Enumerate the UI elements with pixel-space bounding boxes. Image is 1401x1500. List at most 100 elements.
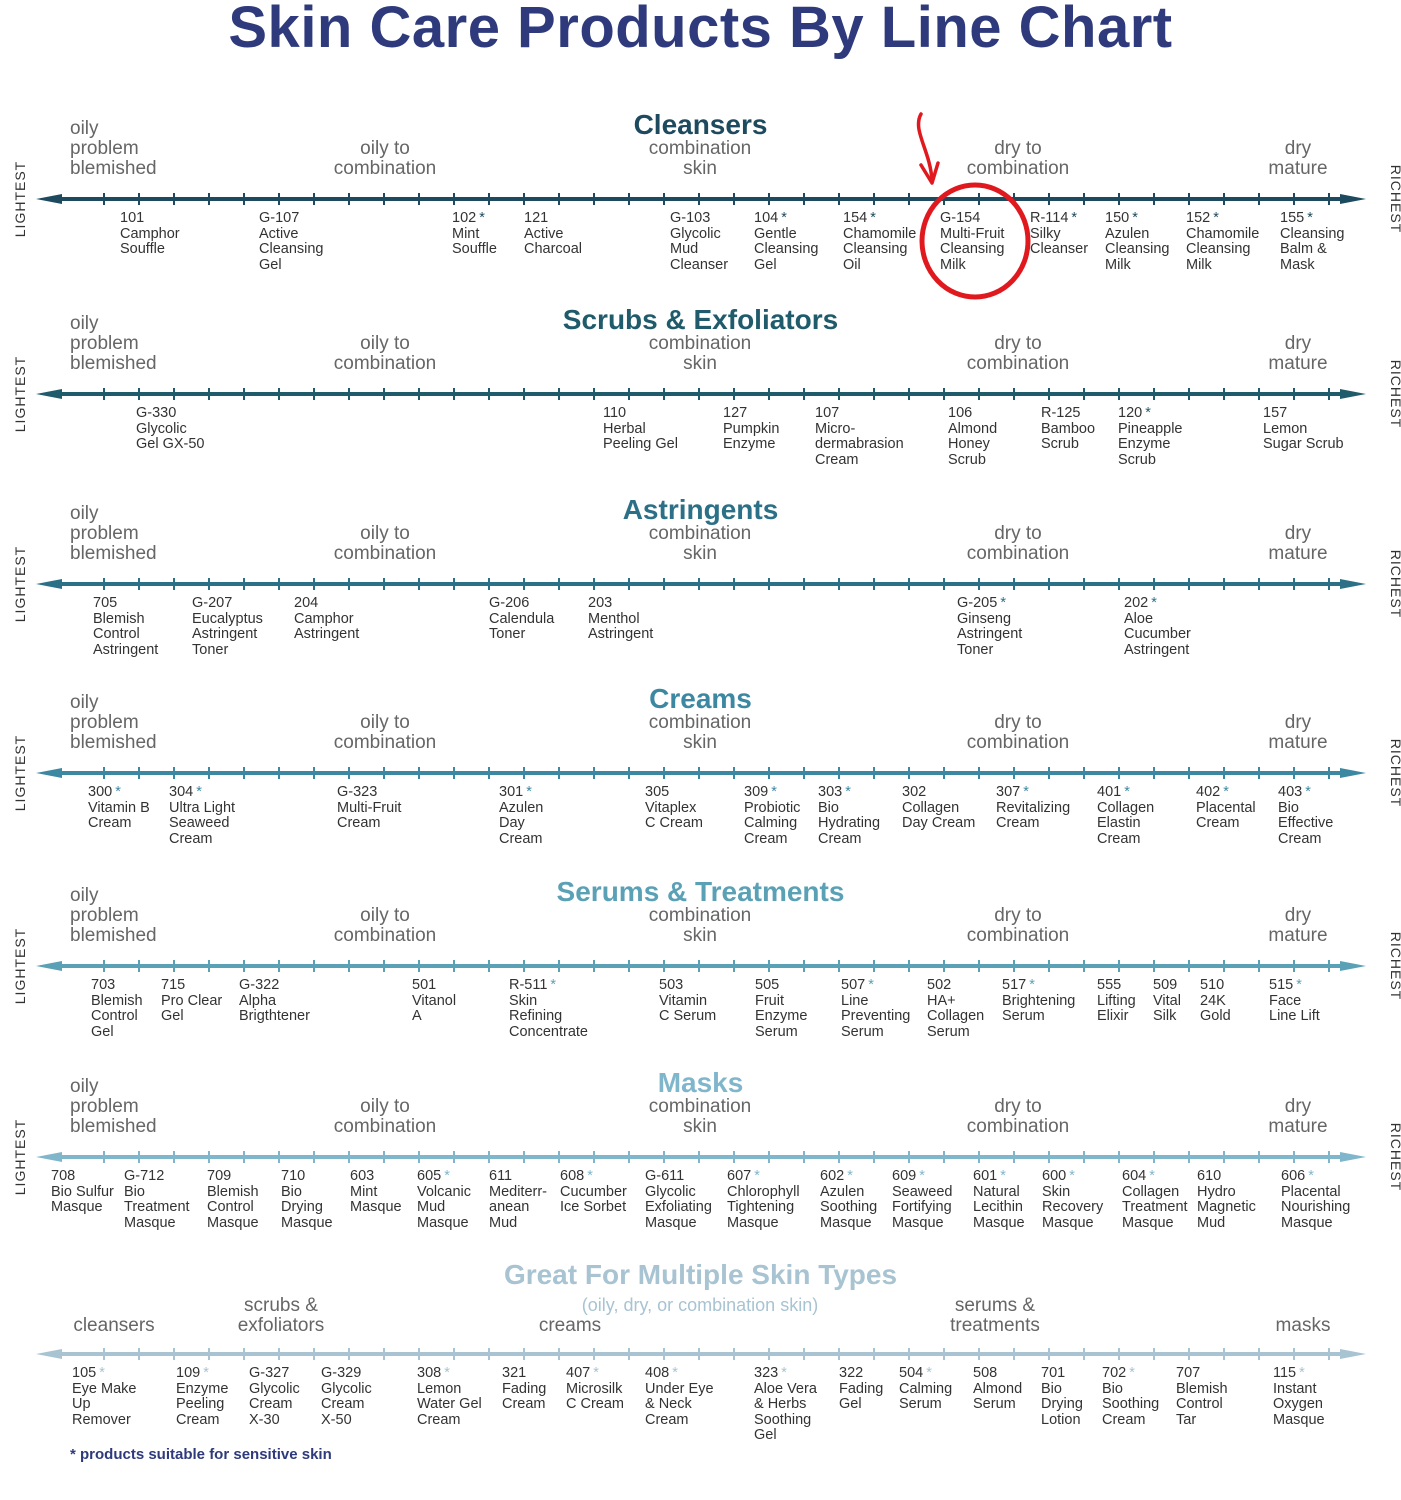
product-item: 611 Mediterr- anean Mud <box>489 1168 547 1231</box>
product-name: Fading Cream <box>502 1380 547 1412</box>
product-name: Azulen Cleansing Milk <box>1105 225 1170 273</box>
product-name: Pro Clear Gel <box>161 992 223 1024</box>
scale-axis <box>36 960 1366 972</box>
product-name: Natural Lecithin Masque <box>973 1183 1025 1231</box>
product-item: 517 * Brightening Serum <box>1002 977 1075 1025</box>
arrow-left-icon <box>36 1152 62 1162</box>
skin-type-label: oily problem blemished <box>70 885 157 946</box>
product-code: 302 <box>902 784 927 800</box>
product-item: 505 Fruit Enzyme Serum <box>755 977 807 1040</box>
sensitive-skin-star: * <box>926 1365 932 1381</box>
sensitive-skin-star: * <box>444 1168 450 1184</box>
product-name: Almond Serum <box>973 1380 1023 1412</box>
section-scrubs-exfoliators: Scrubs & Exfoliators oily problem blemish… <box>0 294 1401 484</box>
arrow-left-icon <box>36 1349 62 1359</box>
product-name: Microsilk C Cream <box>566 1380 625 1412</box>
arrow-right-icon <box>1340 579 1366 589</box>
product-code: 508 <box>973 1365 998 1381</box>
product-item: 605 * Volcanic Mud Masque <box>417 1168 471 1231</box>
sensitive-skin-star: * <box>99 1365 105 1381</box>
sensitive-skin-star: * <box>196 784 202 800</box>
product-name: Line Preventing Serum <box>841 992 911 1040</box>
sensitive-skin-star: * <box>1129 1365 1135 1381</box>
lightest-label: LIGHTEST <box>12 1118 29 1196</box>
product-name: Face Line Lift <box>1269 992 1320 1024</box>
product-code: 600 <box>1042 1168 1067 1184</box>
sensitive-skin-star: * <box>1149 1168 1155 1184</box>
sensitive-skin-star: * <box>587 1168 593 1184</box>
sensitive-skin-star: * <box>1071 210 1078 226</box>
sensitive-skin-star: * <box>1069 1168 1075 1184</box>
product-code: 510 <box>1200 977 1225 993</box>
product-item: 401 * Collagen Elastin Cream <box>1097 784 1154 847</box>
sensitive-skin-star: * <box>1307 210 1313 226</box>
skin-type-label: oily problem blemished <box>70 118 157 179</box>
section-title: Creams <box>649 683 752 714</box>
product-item: 204 Camphor Astringent <box>294 595 360 643</box>
product-item: 106 Almond Honey Scrub <box>948 405 997 468</box>
product-item: 602 * Azulen Soothing Masque <box>820 1168 877 1231</box>
product-item: 120 * Pineapple Enzyme Scrub <box>1118 405 1183 468</box>
skin-type-label: combination skin <box>648 712 752 753</box>
product-item: 107 Micro- dermabrasion Cream <box>815 405 904 468</box>
product-code: 202 <box>1124 595 1149 611</box>
product-item: 502 HA+ Collagen Serum <box>927 977 985 1040</box>
product-code: 555 <box>1097 977 1122 993</box>
sensitive-skin-star: * <box>1145 405 1151 421</box>
sensitive-skin-star: * <box>203 1365 209 1381</box>
product-code: 204 <box>294 595 319 611</box>
scale-axis <box>36 1151 1366 1163</box>
product-code: 509 <box>1153 977 1178 993</box>
product-item: R-125 Bamboo Scrub <box>1041 405 1095 453</box>
arrow-left-icon <box>36 768 62 778</box>
sensitive-skin-star: * <box>672 1365 678 1381</box>
product-item: 504 * Calming Serum <box>899 1365 952 1413</box>
product-name: Camphor Astringent <box>294 610 360 642</box>
arrow-left-icon <box>36 579 62 589</box>
richest-label: RICHEST <box>1388 1122 1401 1192</box>
arrow-right-icon <box>1340 389 1366 399</box>
category-label: scrubs & exfoliators <box>237 1295 325 1336</box>
product-code: 710 <box>281 1168 306 1184</box>
product-code: 109 <box>176 1365 201 1381</box>
product-item: 601 * Natural Lecithin Masque <box>973 1168 1025 1231</box>
sensitive-skin-star: * <box>870 210 876 226</box>
product-name: Placental Nourishing Masque <box>1281 1183 1351 1231</box>
arrow-left-icon <box>36 389 62 399</box>
product-code: 303 <box>818 784 843 800</box>
skin-type-label: oily to combination <box>333 138 437 179</box>
product-item: 307 * Revitalizing Cream <box>996 784 1070 832</box>
product-code: 104 <box>754 210 779 226</box>
product-code: G-103 <box>670 210 711 226</box>
product-item: R-511 * Skin Refining Concentrate <box>509 977 588 1040</box>
section-subtitle: (oily, dry, or combination skin) <box>581 1295 819 1315</box>
product-name: Fading Gel <box>839 1380 884 1412</box>
product-name: Eye Make Up Remover <box>72 1380 137 1428</box>
product-item: 305 Vitaplex C Cream <box>645 784 703 832</box>
product-code: 502 <box>927 977 952 993</box>
product-name: Chamomile Cleansing Oil <box>843 225 917 273</box>
product-item: 710 Bio Drying Masque <box>281 1168 333 1231</box>
product-code: G-205 <box>957 595 998 611</box>
product-item: 705 Blemish Control Astringent <box>93 595 158 658</box>
product-name: Blemish Control Gel <box>91 992 143 1040</box>
product-name: Placental Cream <box>1196 799 1256 831</box>
skin-type-label: oily problem blemished <box>70 503 157 564</box>
skin-type-label: combination skin <box>648 1096 752 1137</box>
product-name: Active Cleansing Gel <box>259 225 324 273</box>
product-name: Glycolic Gel GX-50 <box>136 420 205 452</box>
product-item: 408 * Under Eye & Neck Cream <box>645 1365 714 1428</box>
product-code: 121 <box>524 210 549 226</box>
product-item: G-327 Glycolic Cream X-30 <box>249 1365 300 1428</box>
lightest-label: LIGHTEST <box>12 734 29 812</box>
product-item: 709 Blemish Control Masque <box>207 1168 259 1231</box>
product-code: G-206 <box>489 595 530 611</box>
scale-axis <box>36 193 1366 205</box>
product-item: 301 * Azulen Day Cream <box>499 784 543 847</box>
product-name: Vital Silk <box>1153 992 1181 1024</box>
product-name: HA+ Collagen Serum <box>927 992 985 1040</box>
product-name: Pineapple Enzyme Scrub <box>1118 420 1183 468</box>
product-item: 715 Pro Clear Gel <box>161 977 223 1025</box>
product-name: Cleansing Balm & Mask <box>1280 225 1345 273</box>
